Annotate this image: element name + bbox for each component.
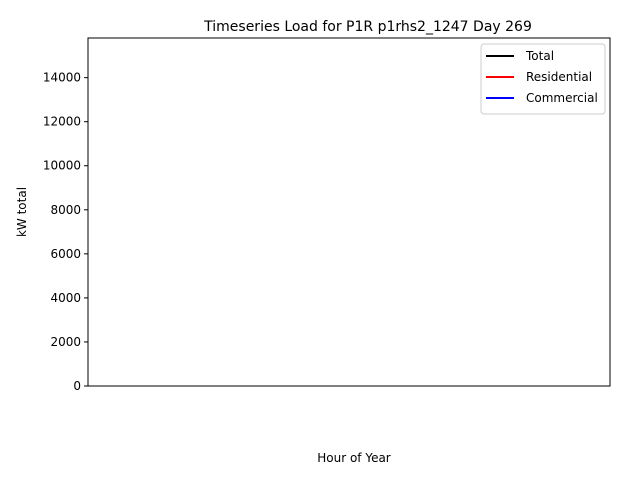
y-tick-label: 6000 — [50, 247, 81, 261]
y-tick-label: 4000 — [50, 291, 81, 305]
chart-title: Timeseries Load for P1R p1rhs2_1247 Day … — [203, 19, 532, 35]
plot-frame — [87, 37, 611, 387]
legend-label-total: Total — [525, 49, 554, 63]
y-tick-label: 14000 — [43, 71, 81, 85]
x-axis-label: Hour of Year — [317, 451, 391, 465]
y-tick-label: 12000 — [43, 115, 81, 129]
legend-label-residential: Residential — [526, 70, 592, 84]
legend-label-commercial: Commercial — [526, 91, 598, 105]
legend: Total Residential Commercial — [480, 43, 606, 115]
legend-box — [480, 43, 606, 115]
y-tick-label: 10000 — [43, 159, 81, 173]
y-tick-label: 0 — [73, 379, 81, 393]
plot-area — [87, 37, 611, 387]
y-tick-label: 8000 — [50, 203, 81, 217]
y-axis-label: kW total — [15, 187, 29, 237]
y-tick-label: 2000 — [50, 335, 81, 349]
